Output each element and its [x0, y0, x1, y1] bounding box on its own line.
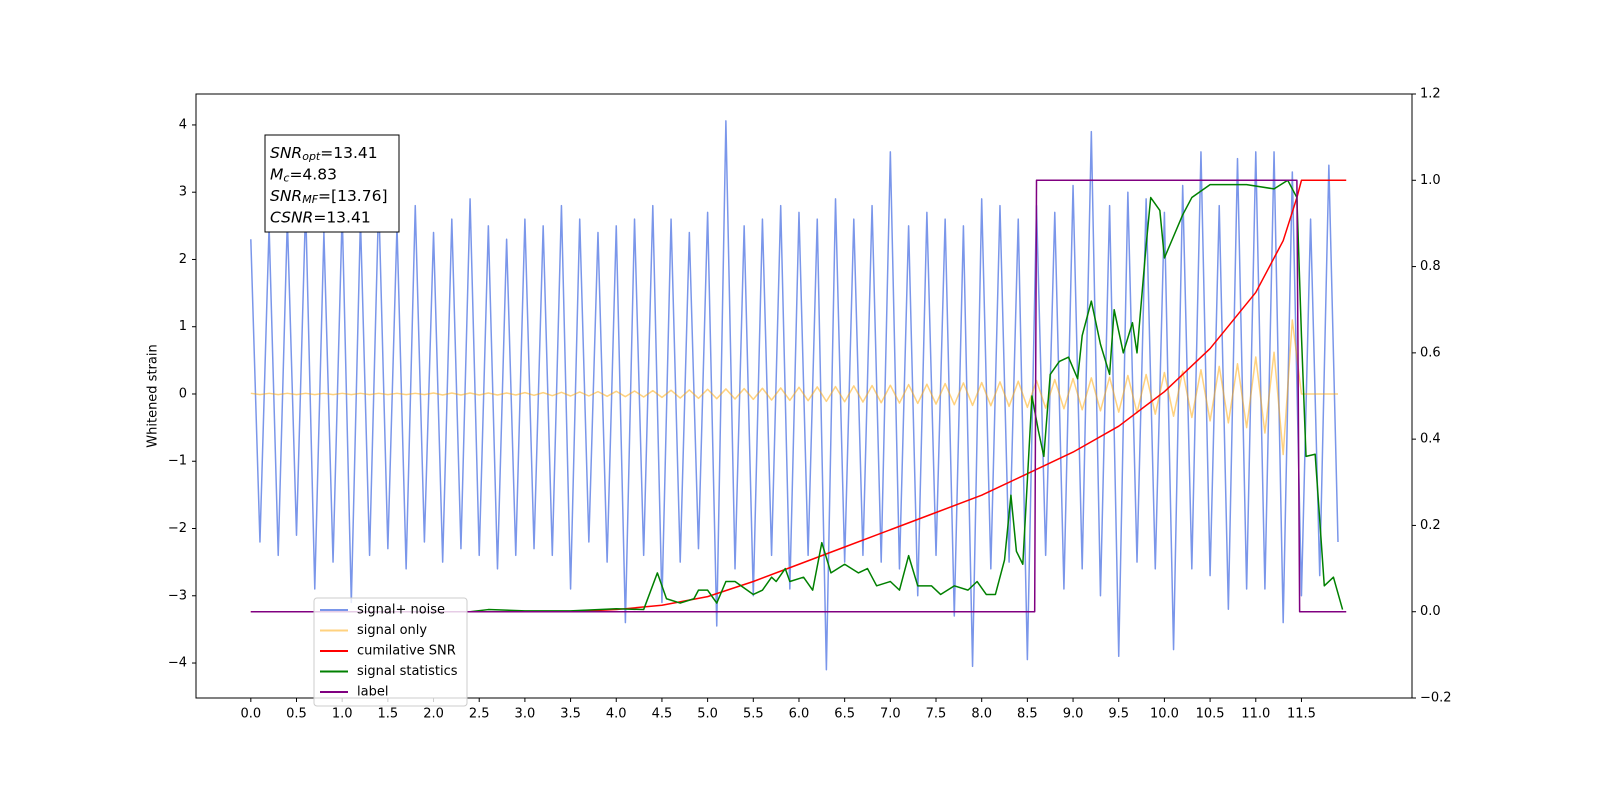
- y-tick-label: −4: [168, 656, 187, 671]
- annotation-text: Mc=4.83: [270, 165, 337, 185]
- y2-tick-label: 0.4: [1420, 432, 1441, 447]
- annotation-rest: =13.41: [313, 208, 370, 226]
- x-tick-label: 10.0: [1150, 707, 1179, 722]
- annotation-box: [264, 134, 400, 233]
- y2-tick-label: 1.0: [1420, 173, 1441, 188]
- x-tick-label: 1.5: [378, 707, 399, 722]
- series-line: [250, 179, 1347, 613]
- annotation-sub: MF: [302, 193, 318, 206]
- y-axis-label: Whitened strain: [146, 344, 161, 447]
- y-tick-label: 2: [179, 252, 187, 267]
- x-tick-label: 2.0: [423, 707, 444, 722]
- annotation-text: SNRopt=13.41: [270, 144, 378, 164]
- legend-label: label: [357, 685, 388, 700]
- y2-tick-label: 0.0: [1420, 604, 1441, 619]
- y2-tick-label: 0.2: [1420, 518, 1441, 533]
- x-tick-label: 7.5: [926, 707, 947, 722]
- annotation-main: M: [270, 165, 283, 183]
- annotation-main: SNR: [270, 187, 302, 205]
- y2-tick-label: 0.6: [1420, 345, 1441, 360]
- y-tick-label: −2: [168, 521, 187, 536]
- y2-tick-label: 0.8: [1420, 259, 1441, 274]
- annotation-main: CSNR: [270, 208, 313, 226]
- legend-label: signal statistics: [357, 664, 458, 679]
- x-tick-label: 9.5: [1108, 707, 1129, 722]
- series-line: [250, 120, 1339, 671]
- x-tick-label: 8.0: [971, 707, 992, 722]
- x-tick-label: 5.0: [697, 707, 718, 722]
- legend-label: signal+ noise: [357, 603, 445, 618]
- x-tick-label: 4.5: [652, 707, 673, 722]
- y-tick-label: 1: [179, 319, 187, 334]
- x-tick-label: 0.0: [240, 707, 261, 722]
- annotation: SNRopt=13.41Mc=4.83SNRMF=[13.76]CSNR=13.…: [264, 134, 400, 233]
- series-line: [250, 319, 1338, 456]
- x-tick-label: 2.5: [469, 707, 490, 722]
- annotation-rest: =[13.76]: [318, 187, 387, 205]
- annotation-sub: opt: [302, 150, 321, 163]
- series-line: [469, 179, 1344, 613]
- x-tick-label: 8.5: [1017, 707, 1038, 722]
- legend-box: [313, 597, 468, 707]
- x-tick-label: 11.5: [1287, 707, 1316, 722]
- y-tick-label: −1: [168, 454, 187, 469]
- x-tick-label: 1.0: [332, 707, 353, 722]
- x-tick-label: 0.5: [286, 707, 307, 722]
- annotation-rest: =13.41: [320, 144, 377, 162]
- y2-tick-label: −0.2: [1420, 691, 1452, 706]
- x-tick-label: 3.0: [515, 707, 536, 722]
- annotation-main: SNR: [270, 144, 302, 162]
- annotation-text: SNRMF=[13.76]: [270, 187, 388, 207]
- x-tick-label: 5.5: [743, 707, 764, 722]
- x-tick-label: 11.0: [1241, 707, 1270, 722]
- y-tick-label: 3: [179, 185, 187, 200]
- annotation-rest: =4.83: [289, 165, 337, 183]
- x-tick-label: 10.5: [1196, 707, 1225, 722]
- legend-label: cumilative SNR: [357, 644, 456, 659]
- annotation-sub: c: [283, 172, 289, 185]
- x-tick-label: 6.5: [834, 707, 855, 722]
- annotation-text: CSNR=13.41: [270, 208, 371, 226]
- legend: signal+ noise signal only cumilative SNR si…: [313, 597, 468, 707]
- x-tick-label: 7.0: [880, 707, 901, 722]
- y-tick-label: −3: [168, 588, 187, 603]
- x-tick-label: 6.0: [789, 707, 810, 722]
- x-tick-label: 4.0: [606, 707, 627, 722]
- plot-frame: [195, 93, 1413, 699]
- y-tick-label: 0: [179, 386, 187, 401]
- legend-label: signal only: [357, 623, 427, 638]
- y2-tick-label: 1.2: [1420, 87, 1441, 102]
- x-tick-label: 3.5: [560, 707, 581, 722]
- x-tick-label: 9.0: [1063, 707, 1084, 722]
- y-tick-label: 4: [179, 117, 187, 132]
